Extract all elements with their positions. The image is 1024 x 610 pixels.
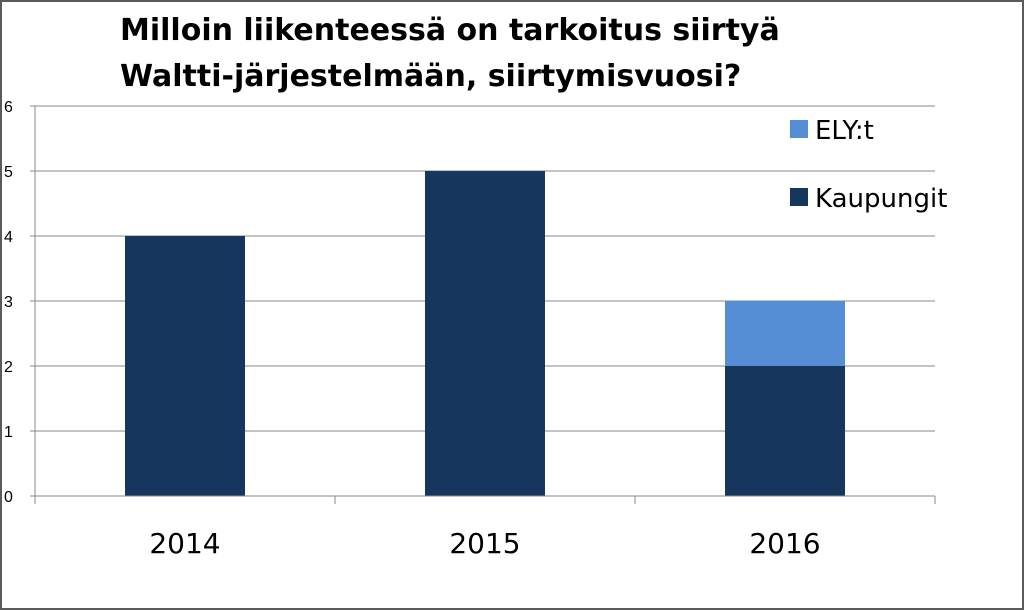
- legend-label: ELY:t: [815, 116, 874, 146]
- y-tick-label: 2: [4, 359, 13, 376]
- y-tick-label: 3: [4, 294, 13, 311]
- y-tick-label: 6: [4, 99, 13, 116]
- x-tick-label: 2015: [449, 527, 520, 560]
- y-tick-label: 0: [4, 489, 13, 506]
- legend: ELY:t Kaupungit: [790, 116, 947, 214]
- legend-swatch: [790, 188, 808, 206]
- y-tick-label: 5: [4, 164, 13, 181]
- bar-kaupungit-2016: [725, 366, 845, 496]
- bars: [125, 171, 845, 496]
- y-tick-labels: 0 1 2 3 4 5 6: [4, 99, 13, 506]
- legend-label: Kaupungit: [815, 184, 947, 214]
- x-tick-label: 2016: [749, 527, 820, 560]
- bar-kaupungit-2015: [425, 171, 545, 496]
- legend-swatch: [790, 120, 808, 138]
- bar-ely-t-2016: [725, 301, 845, 366]
- y-tick-label: 4: [4, 229, 13, 246]
- y-tick-label: 1: [4, 424, 13, 441]
- chart-title: Milloin liikenteessä on tarkoitus siirty…: [120, 13, 780, 94]
- bar-kaupungit-2014: [125, 236, 245, 496]
- x-tick-label: 2014: [149, 527, 220, 560]
- axes: [30, 105, 936, 504]
- x-tick-labels: 2014 2015 2016: [149, 527, 820, 560]
